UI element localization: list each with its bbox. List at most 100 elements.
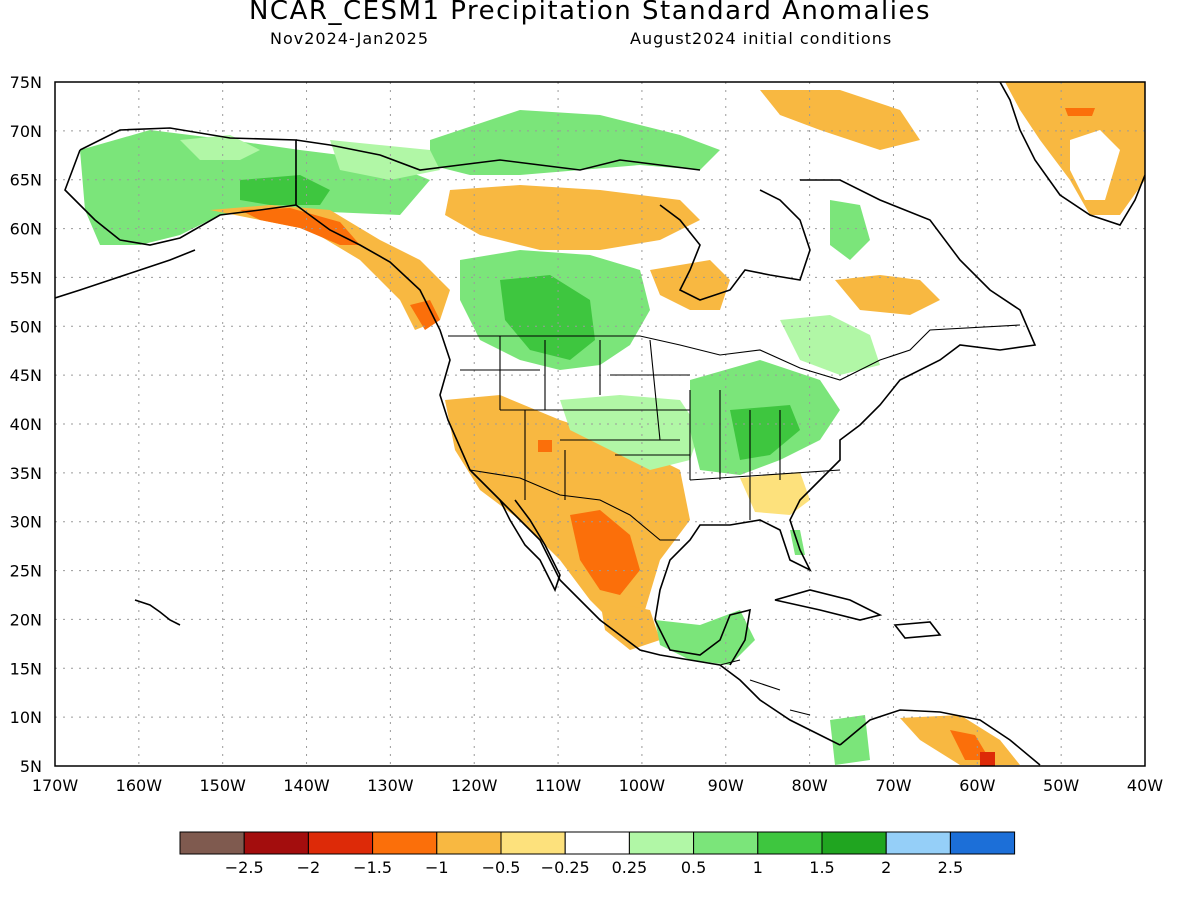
lat-tick-label: 5N: [20, 757, 42, 776]
south-america: [839, 709, 1041, 766]
latitude-labels: 75N 70N 65N 60N 55N 50N 45N 40N 35N 30N 25N 20N 15N 1…: [10, 73, 42, 776]
lat-tick-label: 20N: [10, 610, 42, 629]
colorbar-swatch: [500, 831, 566, 855]
lat-tick-label: 35N: [10, 464, 42, 483]
lat-tick-label: 75N: [10, 73, 42, 92]
lat-tick-label: 45N: [10, 366, 42, 385]
lat-tick-label: 65N: [10, 171, 42, 190]
region-greenland-very-dry: [1065, 108, 1095, 116]
hispaniola: [893, 621, 942, 639]
region-ontario-light: [780, 315, 880, 375]
colorbar-swatch: [243, 831, 309, 855]
colorbar-label: −2.5: [225, 858, 264, 877]
colorbar-label: 1.5: [809, 858, 834, 877]
lon-tick-label: 100W: [619, 776, 666, 795]
us-canada-border: [448, 324, 1021, 381]
region-alaska-coast-very-dry: [240, 208, 360, 245]
region-hudson-dry: [650, 260, 730, 310]
lon-tick-label: 90W: [708, 776, 744, 795]
lon-tick-label: 110W: [535, 776, 582, 795]
colorbar-swatch: [885, 831, 951, 855]
map-title: NCAR_CESM1 Precipitation Standard Anomal…: [248, 0, 932, 26]
lat-tick-label: 25N: [10, 562, 42, 581]
colorbar-swatch: [179, 831, 245, 855]
colorbar-swatch: [949, 831, 1016, 855]
baja-california: [499, 499, 561, 593]
colorbar-label: 1: [753, 858, 763, 877]
colorbar-swatch: [757, 831, 823, 855]
region-bc-very-dry: [410, 300, 440, 330]
region-central-us-light: [560, 395, 700, 470]
greenland-coast: [999, 82, 1145, 226]
colorbar-label: −0.25: [541, 858, 590, 877]
lon-tick-label: 170W: [32, 776, 79, 795]
colorbar-labels: −2.5 −2 −1.5 −1 −0.5 −0.25 0.25 0.5 1 1.5 2 2.5: [225, 858, 963, 877]
aleutians: [55, 249, 196, 299]
lon-tick-label: 150W: [200, 776, 247, 795]
region-ohio-valley-core: [730, 405, 800, 460]
lon-tick-label: 40W: [1127, 776, 1163, 795]
colorbar: [179, 831, 1016, 855]
region-greenland-white: [1070, 130, 1120, 200]
colorbar-label: −2: [297, 858, 321, 877]
hudson-bay: [659, 189, 811, 301]
region-canada-east-dry: [760, 90, 920, 150]
lon-tick-label: 160W: [116, 776, 163, 795]
lon-tick-label: 130W: [367, 776, 414, 795]
colorbar-swatch: [436, 831, 502, 855]
colorbar-label: 0.5: [681, 858, 706, 877]
lon-tick-label: 50W: [1043, 776, 1079, 795]
region-arizona-very-dry: [538, 440, 552, 452]
region-alaska-wet-core: [240, 175, 330, 205]
colorbar-swatch: [307, 831, 374, 855]
lat-tick-label: 60N: [10, 220, 42, 239]
region-labrador-dry: [835, 275, 940, 315]
lat-tick-label: 70N: [10, 122, 42, 141]
region-mexico-very-dry: [570, 510, 640, 595]
lon-tick-label: 120W: [451, 776, 498, 795]
gulf-of-mexico-coast: [654, 608, 751, 666]
initial-conditions: August2024 initial conditions: [630, 29, 893, 48]
lon-tick-label: 80W: [792, 776, 828, 795]
region-quebec-wet: [830, 200, 870, 260]
colorbar-label: −1: [425, 858, 449, 877]
colorbar-label: −0.5: [482, 858, 521, 877]
region-arctic-wet: [430, 110, 720, 175]
region-alaska-light: [180, 135, 260, 160]
political-boundaries: [295, 140, 1021, 716]
longitude-labels: 170W 160W 150W 140W 130W 120W 110W 100W 90W 80W 70…: [32, 776, 1163, 795]
alaska-southwest: [64, 149, 297, 246]
lat-tick-label: 10N: [10, 708, 42, 727]
canada-arctic: [295, 139, 701, 171]
lat-tick-label: 30N: [10, 513, 42, 532]
hawaii: [134, 599, 181, 626]
colorbar-label: 0.25: [612, 858, 648, 877]
colorbar-swatch: [564, 831, 630, 855]
state-lines: [460, 336, 841, 520]
lat-tick-label: 50N: [10, 317, 42, 336]
colorbar-label: 2.5: [938, 858, 963, 877]
map-frame: [54, 81, 1146, 767]
colorbar-swatch: [693, 831, 759, 855]
lon-tick-label: 70W: [875, 776, 911, 795]
cuba: [774, 589, 883, 621]
lon-tick-label: 60W: [959, 776, 995, 795]
east-canada-coast: [654, 179, 1037, 621]
lat-tick-label: 40N: [10, 415, 42, 434]
region-prairies-core: [500, 275, 595, 360]
forecast-period: Nov2024-Jan2025: [270, 29, 429, 48]
lat-tick-label: 15N: [10, 659, 42, 678]
central-america-borders: [719, 659, 811, 716]
colorbar-label: 2: [881, 858, 891, 877]
colorbar-swatch: [628, 831, 695, 855]
us-mexico-border: [469, 469, 680, 541]
colorbar-swatch: [821, 831, 887, 855]
region-mexico-south-dry: [600, 600, 660, 650]
colorbar-label: −1.5: [353, 858, 392, 877]
region-central-canada-dry: [445, 185, 700, 250]
colorbar-swatch: [372, 831, 438, 855]
lat-tick-label: 55N: [10, 268, 42, 287]
region-colombia-wet: [830, 715, 870, 765]
region-southeast-dry: [740, 472, 810, 515]
